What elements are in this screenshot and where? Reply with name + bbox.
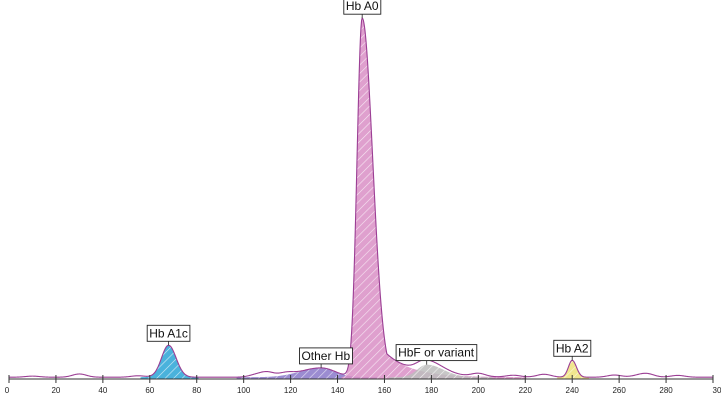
x-tick-label: 20	[51, 386, 60, 395]
x-tick-label: 0	[5, 386, 10, 395]
x-tick-label: 60	[145, 386, 154, 395]
x-tick-label: 260	[612, 386, 626, 395]
hbf-or-variant-peak-hatch	[389, 364, 493, 379]
other-hb-label-box	[299, 347, 353, 365]
hb-a2-label: Hb A2	[556, 341, 589, 355]
hb-a0-peak-hatch	[341, 18, 527, 380]
x-tick-label: 160	[378, 386, 392, 395]
x-tick-label: 120	[284, 386, 298, 395]
x-tick-label: 30	[713, 386, 721, 395]
hb-a0-label-box	[343, 0, 382, 15]
hb-a1c-peak-hatch	[140, 345, 199, 379]
x-tick-label: 100	[237, 386, 251, 395]
x-tick-label: 240	[566, 386, 580, 395]
hb-a2-label-box	[553, 339, 592, 357]
trace-layer	[9, 17, 713, 378]
signal-trace	[9, 17, 713, 378]
other-hb-peak-hatch	[236, 367, 378, 379]
hb-a0-label: Hb A0	[346, 0, 379, 13]
peak-labels: Hb A1c Other Hb Hb A0 HbF or variant Hb A2	[146, 0, 592, 368]
x-tick-label: 80	[192, 386, 201, 395]
x-tick-label: 180	[425, 386, 439, 395]
peak-areas	[140, 18, 590, 380]
x-tick-label: 40	[98, 386, 107, 395]
x-tick-label: 280	[659, 386, 673, 395]
other-hb-label: Other Hb	[301, 349, 350, 363]
hbf-or-variant-label: HbF or variant	[398, 346, 475, 360]
x-tick-label: 220	[519, 386, 533, 395]
hb-a1c-label: Hb A1c	[149, 326, 188, 340]
x-tick-label: 200	[472, 386, 486, 395]
hbf-or-variant-label-box	[395, 344, 478, 362]
x-axis: 0 20 40 60 80 100 120 140 160 180 200 220 240 260 280 3…	[5, 375, 721, 395]
x-tick-label: 140	[331, 386, 345, 395]
